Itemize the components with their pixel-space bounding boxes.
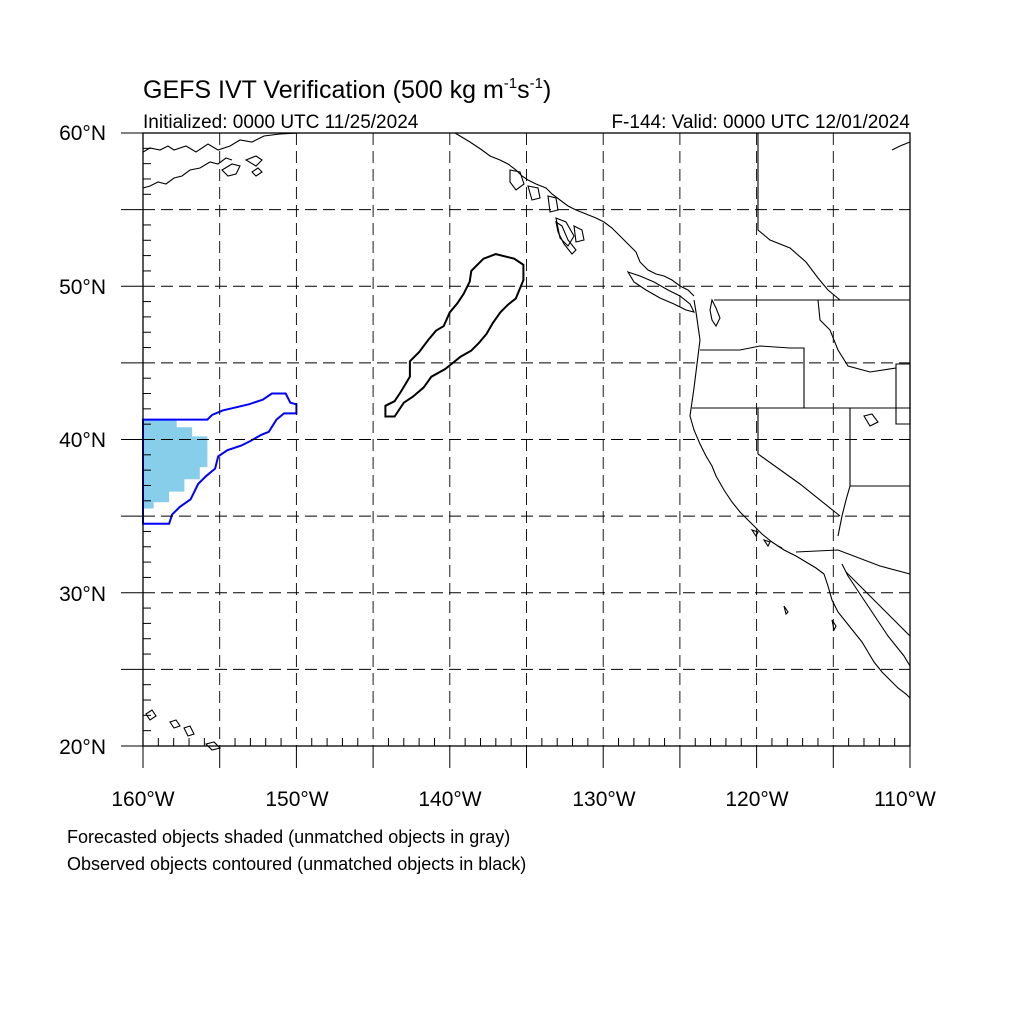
latitude-labels: 60°N 50°N 40°N 30°N 20°N (59, 122, 106, 759)
nv-az-border (837, 408, 851, 537)
caption-observed: Observed objects contoured (unmatched ob… (67, 854, 526, 874)
lat-label-20n: 20°N (59, 736, 106, 759)
valid-time-label: F-144: Valid: 0000 UTC 12/01/2024 (611, 112, 910, 133)
coastline-layer (142, 132, 911, 751)
axis-ticks (121, 132, 911, 768)
great-salt-lake (863, 413, 879, 427)
us-mexico-border (795, 549, 911, 575)
alaska-peninsula (142, 157, 233, 189)
forecast-object-1 (143, 419, 208, 509)
baja-east-coast (841, 563, 911, 667)
hawaii-islands (145, 709, 222, 751)
forecast-objects-layer (143, 419, 208, 509)
kodiak-island (221, 163, 241, 177)
ca-nv-border (757, 408, 841, 517)
gulf-islands (783, 605, 837, 632)
bc-ab-border (757, 133, 841, 301)
lon-label-110w: 110°W (874, 788, 936, 811)
us-west-coast (689, 299, 825, 575)
lat-label-40n: 40°N (59, 429, 106, 452)
lon-label-120w: 120°W (725, 788, 788, 811)
lat-label-60n: 60°N (59, 122, 106, 145)
kenai-islands (244, 155, 263, 177)
id-mt-border (817, 299, 897, 373)
caption-forecast: Forecasted objects shaded (unmatched obj… (67, 827, 510, 847)
longitude-labels: 160°W 150°W 140°W 130°W 120°W 110°W (111, 788, 936, 811)
alaska-coast (142, 132, 301, 153)
northeast-corner-coast (891, 141, 911, 151)
vancouver-island (626, 271, 696, 313)
observed-objects-layer (142, 253, 525, 525)
map-title: GEFS IVT Verification (500 kg m-1s-1) (143, 75, 551, 104)
observed-unmatched-object-3 (384, 253, 525, 418)
lon-label-140w: 140°W (418, 788, 481, 811)
wy-border (895, 363, 911, 425)
lat-lon-grid (143, 133, 910, 746)
mainland-mexico-coast (845, 571, 911, 637)
observed-matched-object-2 (142, 392, 298, 525)
haida-gwaii (555, 220, 577, 255)
lat-label-50n: 50°N (59, 276, 106, 299)
lat-label-30n: 30°N (59, 583, 106, 606)
puget-sound (709, 298, 721, 328)
or-wa-border (700, 345, 805, 408)
lon-label-130w: 130°W (572, 788, 635, 811)
lon-label-150w: 150°W (265, 788, 328, 811)
se-alaska-coast (454, 132, 695, 297)
init-time-label: Initialized: 0000 UTC 11/25/2024 (143, 112, 419, 133)
lon-label-160w: 160°W (111, 788, 174, 811)
